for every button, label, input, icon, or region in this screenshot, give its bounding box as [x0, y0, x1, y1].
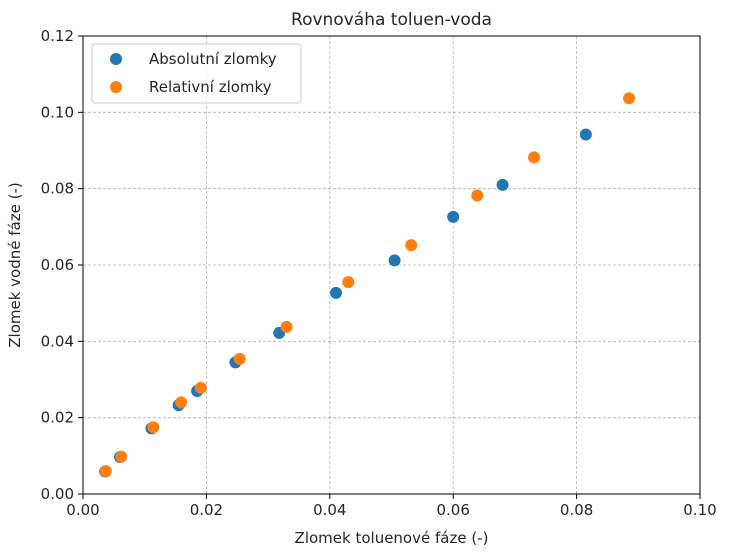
legend-label-relative: Relativní zlomky [149, 78, 272, 96]
x-tick-label: 0.06 [436, 501, 469, 519]
x-tick-label: 0.08 [560, 501, 593, 519]
legend: Absolutní zlomky Relativní zlomky [91, 43, 302, 104]
point-absolute [579, 128, 592, 141]
y-tick-label: 0.00 [41, 485, 74, 503]
point-absolute [496, 178, 509, 191]
point-relative [115, 450, 128, 463]
y-axis-label: Zlomek vodné fáze (-) [6, 182, 24, 347]
y-tick-label: 0.10 [41, 103, 74, 121]
y-tick-label: 0.04 [41, 332, 74, 350]
point-relative [471, 189, 484, 202]
legend-marker-absolute [110, 53, 122, 65]
point-relative [280, 320, 293, 333]
y-tick-label: 0.08 [41, 180, 74, 198]
point-relative [194, 381, 207, 394]
x-tick-label: 0.02 [190, 501, 223, 519]
x-tick-label: 0.04 [313, 501, 346, 519]
point-relative [147, 421, 160, 434]
point-relative [175, 396, 188, 409]
legend-label-absolute: Absolutní zlomky [149, 50, 277, 68]
point-absolute [447, 210, 460, 223]
y-tick-label: 0.12 [41, 27, 74, 45]
ticks: 0.00 0.02 0.04 0.06 0.08 0.10 0.00 0.02 0.04 0.06… [41, 27, 717, 519]
x-axis-label: Zlomek toluenové fáze (-) [295, 529, 489, 547]
point-absolute [388, 254, 401, 267]
x-tick-label: 0.00 [66, 501, 99, 519]
legend-box [91, 43, 302, 104]
y-tick-label: 0.06 [41, 256, 74, 274]
point-relative [623, 92, 636, 105]
point-relative [528, 151, 541, 164]
y-tick-label: 0.02 [41, 409, 74, 427]
chart-title: Rovnováha toluen-voda [291, 10, 492, 30]
point-relative [405, 239, 418, 252]
legend-marker-relative [110, 81, 122, 93]
data-points [99, 92, 636, 478]
x-tick-label: 0.10 [683, 501, 716, 519]
point-relative [342, 276, 355, 289]
point-relative [233, 352, 246, 365]
point-relative [99, 465, 112, 478]
point-absolute [329, 286, 342, 299]
